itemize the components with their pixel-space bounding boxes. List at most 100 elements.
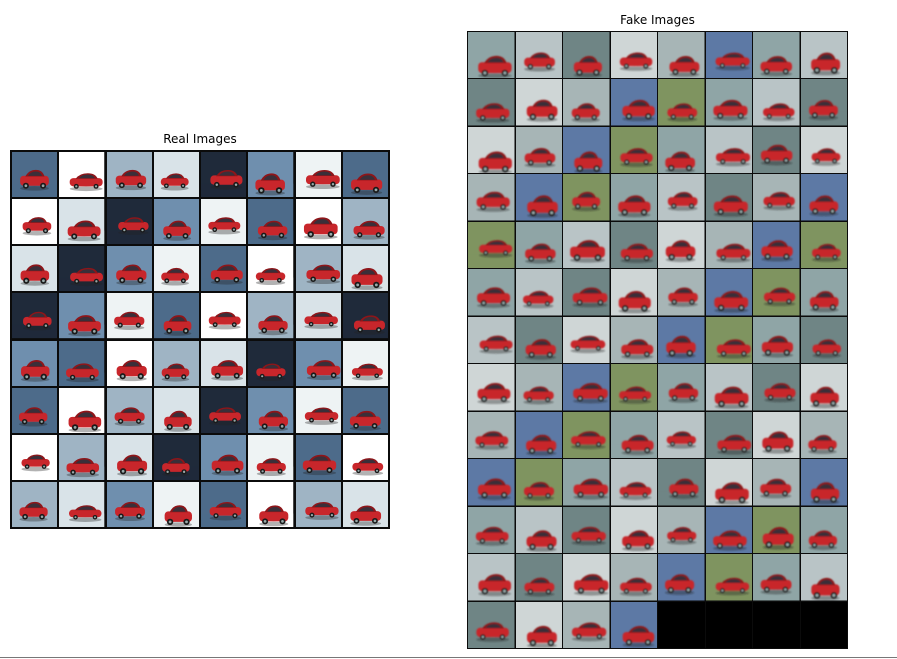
- real-car-image: [106, 293, 152, 339]
- fake-car-image: [753, 459, 800, 506]
- fake-car-image: [468, 316, 515, 364]
- fake-car-image: [800, 316, 847, 364]
- real-car-image: [59, 434, 105, 480]
- fake-car-image: [468, 79, 515, 126]
- fake-car-image: [468, 506, 515, 554]
- real-car-image: [153, 434, 199, 480]
- fake-car-image: [563, 601, 610, 648]
- real-car-image: [59, 387, 105, 433]
- fake-car-image: [610, 601, 657, 648]
- real-car-image: [248, 199, 294, 245]
- real-car-image: [153, 481, 199, 527]
- fake-car-image: [515, 601, 562, 648]
- fake-car-image: [705, 269, 752, 316]
- real-car-image: [248, 246, 294, 292]
- real-car-image: [12, 387, 58, 433]
- real-car-image: [201, 199, 247, 245]
- fake-car-image: [515, 364, 562, 411]
- fake-car-image: [515, 411, 562, 459]
- real-car-image: [106, 340, 152, 386]
- fake-car-image: [800, 269, 847, 316]
- empty-tile: [658, 601, 705, 648]
- fake-car-image: [800, 32, 847, 79]
- fake-car-image: [563, 174, 610, 221]
- fake-car-image: [753, 269, 800, 316]
- real-car-image: [201, 152, 247, 198]
- real-car-image: [106, 152, 152, 198]
- real-car-image: [248, 481, 294, 527]
- real-car-image: [201, 387, 247, 433]
- real-car-image: [106, 387, 152, 433]
- real-car-image: [201, 434, 247, 480]
- real-car-image: [12, 434, 58, 480]
- fake-car-image: [658, 364, 705, 411]
- fake-car-image: [800, 554, 847, 601]
- fake-car-image: [610, 32, 657, 79]
- fake-car-image: [468, 269, 515, 316]
- real-car-image: [201, 293, 247, 339]
- real-car-image: [295, 340, 341, 386]
- fake-car-image: [658, 32, 705, 79]
- real-car-image: [12, 246, 58, 292]
- real-car-image: [295, 434, 341, 480]
- real-car-image: [153, 340, 199, 386]
- fake-car-image: [658, 506, 705, 554]
- fake-car-image: [800, 221, 847, 269]
- fake-car-image: [705, 316, 752, 364]
- fake-car-image: [515, 459, 562, 506]
- real-car-image: [295, 293, 341, 339]
- fake-car-image: [563, 126, 610, 174]
- real-car-image: [248, 434, 294, 480]
- fake-car-image: [658, 126, 705, 174]
- fake-car-image: [658, 174, 705, 221]
- fake-car-image: [800, 126, 847, 174]
- fake-car-image: [800, 364, 847, 411]
- fake-car-image: [753, 411, 800, 459]
- fake-images-title: Fake Images: [620, 13, 695, 27]
- fake-car-image: [800, 174, 847, 221]
- fake-car-image: [753, 126, 800, 174]
- real-car-image: [106, 199, 152, 245]
- empty-tile: [705, 601, 752, 648]
- fake-car-image: [563, 316, 610, 364]
- fake-car-image: [610, 411, 657, 459]
- fake-car-image: [515, 79, 562, 126]
- fake-car-image: [753, 506, 800, 554]
- real-car-image: [59, 152, 105, 198]
- fake-car-image: [563, 411, 610, 459]
- fake-car-image: [705, 32, 752, 79]
- real-car-image: [106, 246, 152, 292]
- figure-bottom-border: [0, 657, 897, 658]
- real-car-image: [201, 246, 247, 292]
- fake-car-image: [610, 174, 657, 221]
- real-images-grid: [10, 150, 390, 529]
- fake-car-image: [515, 221, 562, 269]
- fake-car-image: [563, 221, 610, 269]
- fake-car-image: [468, 174, 515, 221]
- fake-car-image: [563, 554, 610, 601]
- fake-car-image: [610, 221, 657, 269]
- fake-car-image: [610, 269, 657, 316]
- fake-car-image: [753, 554, 800, 601]
- fake-car-image: [753, 174, 800, 221]
- real-car-image: [59, 199, 105, 245]
- real-images-title: Real Images: [163, 132, 237, 146]
- fake-car-image: [515, 506, 562, 554]
- real-car-image: [248, 152, 294, 198]
- fake-car-image: [658, 411, 705, 459]
- fake-car-image: [468, 459, 515, 506]
- empty-tile: [800, 601, 847, 648]
- real-car-image: [342, 481, 388, 527]
- real-car-image: [153, 387, 199, 433]
- real-car-image: [342, 199, 388, 245]
- real-car-image: [248, 340, 294, 386]
- fake-car-image: [753, 316, 800, 364]
- real-car-image: [248, 293, 294, 339]
- fake-car-image: [610, 554, 657, 601]
- real-car-image: [342, 293, 388, 339]
- fake-car-image: [563, 506, 610, 554]
- fake-car-image: [800, 459, 847, 506]
- real-car-image: [342, 152, 388, 198]
- real-car-image: [106, 481, 152, 527]
- fake-car-image: [800, 411, 847, 459]
